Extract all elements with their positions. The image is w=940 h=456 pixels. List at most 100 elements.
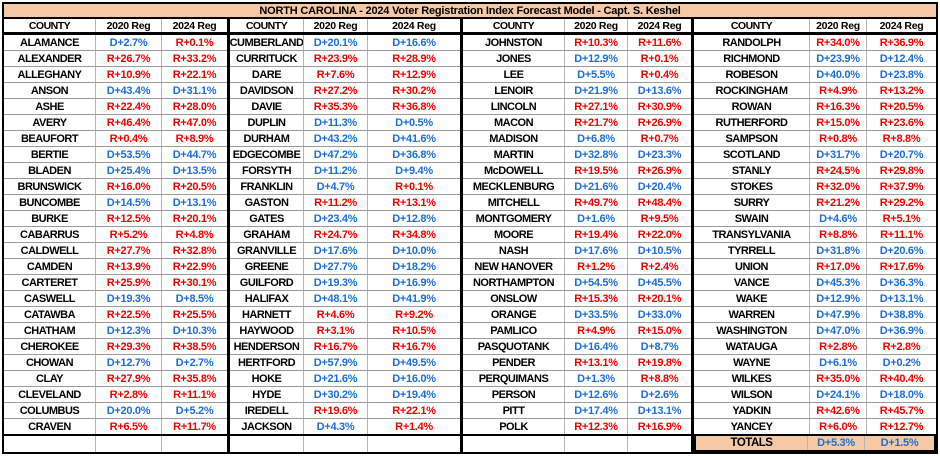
reg-2024-cell: R+0.1%: [367, 179, 460, 194]
county-cell: CLAY: [36, 372, 63, 385]
reg-2020-cell: D+27.7%: [303, 259, 367, 274]
table-row: ORANGE D+33.5% D+33.0%: [463, 307, 691, 323]
reg-2024-cell: R+20.5%: [161, 179, 227, 194]
reg-2024-cell: R+0.7%: [627, 131, 691, 146]
reg-2024-cell: D+31.1%: [161, 83, 227, 98]
county-cell: HALIFAX: [244, 292, 289, 305]
reg-2020-cell: D+11.2%: [303, 163, 367, 178]
county-cell: TYRRELL: [727, 244, 776, 257]
table-row: SAMPSON R+0.8% R+8.8%: [694, 131, 936, 147]
reg-2020-cell: D+12.6%: [564, 387, 627, 402]
reg-2024-cell: R+38.5%: [161, 339, 227, 354]
reg-2020-cell: R+4.6%: [303, 307, 367, 322]
reg-2024-cell: R+11.1%: [161, 387, 227, 402]
empty-cell: [95, 436, 161, 452]
county-cell: ALLEGHANY: [17, 68, 82, 81]
county-cell: CLEVELAND: [18, 388, 81, 401]
reg-2020-cell: D+25.4%: [95, 163, 161, 178]
empty-cell: [230, 436, 303, 452]
reg-2020-cell: R+22.5%: [95, 307, 161, 322]
table-row: BLADEN D+25.4% D+13.5%: [4, 163, 227, 179]
reg-2024-cell: R+40.4%: [866, 371, 936, 386]
reg-2024-cell: R+34.8%: [367, 227, 460, 242]
reg-2020-cell: D+6.1%: [809, 355, 866, 370]
table-row: ALEXANDER R+26.7% R+33.2%: [4, 51, 227, 67]
table-row: HAYWOOD R+3.1% R+10.5%: [230, 323, 460, 339]
county-group-1: COUNTY 2020 Reg 2024 Reg ALAMANCE D+2.7% R…: [4, 19, 230, 452]
reg-2020-cell: R+27.9%: [95, 371, 161, 386]
table-row: GUILFORD D+19.3% D+16.9%: [230, 275, 460, 291]
reg-2024-cell: R+0.1%: [627, 51, 691, 66]
reg-2024-cell: D+44.7%: [161, 147, 227, 162]
table-row: GREENE D+27.7% D+18.2%: [230, 259, 460, 275]
reg-2024-cell: D+2.7%: [161, 355, 227, 370]
reg-2024-cell: D+20.7%: [866, 147, 936, 162]
county-cell: GASTON: [244, 196, 289, 209]
table-row: VANCE D+45.3% D+36.3%: [694, 275, 936, 291]
reg-2024-cell: D+20.4%: [627, 179, 691, 194]
county-cell: YADKIN: [732, 404, 771, 417]
reg-2024-cell: R+29.8%: [866, 163, 936, 178]
county-cell: IREDELL: [244, 404, 289, 417]
reg-2020-cell: D+1.3%: [564, 371, 627, 386]
table-row: YADKIN R+42.6% R+45.7%: [694, 403, 936, 419]
table-row: CRAVEN R+6.5% R+11.7%: [4, 419, 227, 434]
reg-2020-cell: D+23.9%: [809, 51, 866, 66]
table-row: YANCEY R+6.0% R+12.7%: [694, 419, 936, 434]
table-row: BERTIE D+53.5% D+44.7%: [4, 147, 227, 163]
reg-2020-cell: D+21.6%: [564, 179, 627, 194]
county-cell: FORSYTH: [241, 164, 292, 177]
table-row: ROBESON D+40.0% D+23.8%: [694, 67, 936, 83]
reg-2024-cell: R+47.0%: [161, 115, 227, 130]
county-cell: MADISON: [489, 132, 538, 145]
reg-2020-cell: D+24.1%: [809, 387, 866, 402]
reg-2024-cell: R+20.5%: [866, 99, 936, 114]
table-row: SURRY R+21.2% R+29.2%: [694, 195, 936, 211]
county-cell: DURHAM: [243, 132, 290, 145]
reg-2020-cell: R+10.9%: [95, 67, 161, 82]
header-county: COUNTY: [492, 19, 535, 32]
reg-2020-cell: R+13.1%: [564, 355, 627, 370]
table-row: DAVIE R+35.3% R+36.8%: [230, 99, 460, 115]
reg-2020-cell: D+2.7%: [95, 35, 161, 50]
empty-cell: [564, 436, 627, 452]
reg-2020-cell: D+20.0%: [95, 403, 161, 418]
reg-2020-cell: D+17.4%: [564, 403, 627, 418]
table-row: BUNCOMBE D+14.5% D+13.1%: [4, 195, 227, 211]
reg-2020-cell: D+19.3%: [303, 275, 367, 290]
county-cell: HENDERSON: [233, 340, 300, 353]
table-row: ROWAN R+16.3% R+20.5%: [694, 99, 936, 115]
county-cell: SCOTLAND: [722, 148, 781, 161]
reg-2024-cell: D+23.8%: [866, 67, 936, 82]
table-row: GRANVILLE D+17.6% D+10.0%: [230, 243, 460, 259]
table-row: LENOIR D+21.9% D+13.6%: [463, 83, 691, 99]
table-row: STOKES R+32.0% R+37.9%: [694, 179, 936, 195]
reg-2020-cell: D+30.2%: [303, 387, 367, 402]
table-row: PASQUOTANK D+16.4% D+8.7%: [463, 339, 691, 355]
table-body: ALAMANCE D+2.7% R+0.1% ALEXANDER R+26.7% R+33…: [4, 35, 227, 436]
county-cell: BERTIE: [30, 148, 69, 161]
reg-2024-cell: D+16.0%: [367, 371, 460, 386]
reg-2024-cell: R+9.5%: [627, 211, 691, 226]
county-cell: CHOWAN: [25, 356, 74, 369]
header-2020-reg: 2020 Reg: [564, 19, 627, 32]
county-cell: BURKE: [31, 212, 68, 225]
reg-2024-cell: R+8.9%: [161, 131, 227, 146]
reg-2020-cell: D+48.1%: [303, 291, 367, 306]
reg-2024-cell: R+36.9%: [866, 35, 936, 50]
county-cell: PITT: [502, 404, 525, 417]
county-cell: BLADEN: [28, 164, 71, 177]
table-row: NEW HANOVER R+1.2% R+2.4%: [463, 259, 691, 275]
reg-2020-cell: R+7.6%: [303, 67, 367, 82]
reg-2020-cell: D+4.3%: [303, 419, 367, 434]
reg-2024-cell: D+41.9%: [367, 291, 460, 306]
county-group-3: COUNTY 2020 Reg 2024 Reg JOHNSTON R+10.3%…: [463, 19, 694, 452]
reg-2020-cell: R+35.3%: [303, 99, 367, 114]
county-cell: HAYWOOD: [239, 324, 294, 337]
county-cell: YANCEY: [730, 420, 773, 433]
county-cell: CATAWBA: [23, 308, 76, 321]
table-row: ALLEGHANY R+10.9% R+22.1%: [4, 67, 227, 83]
reg-2020-cell: R+46.4%: [95, 115, 161, 130]
reg-2024-cell: R+10.5%: [367, 323, 460, 338]
reg-2024-cell: D+0.5%: [367, 115, 460, 130]
